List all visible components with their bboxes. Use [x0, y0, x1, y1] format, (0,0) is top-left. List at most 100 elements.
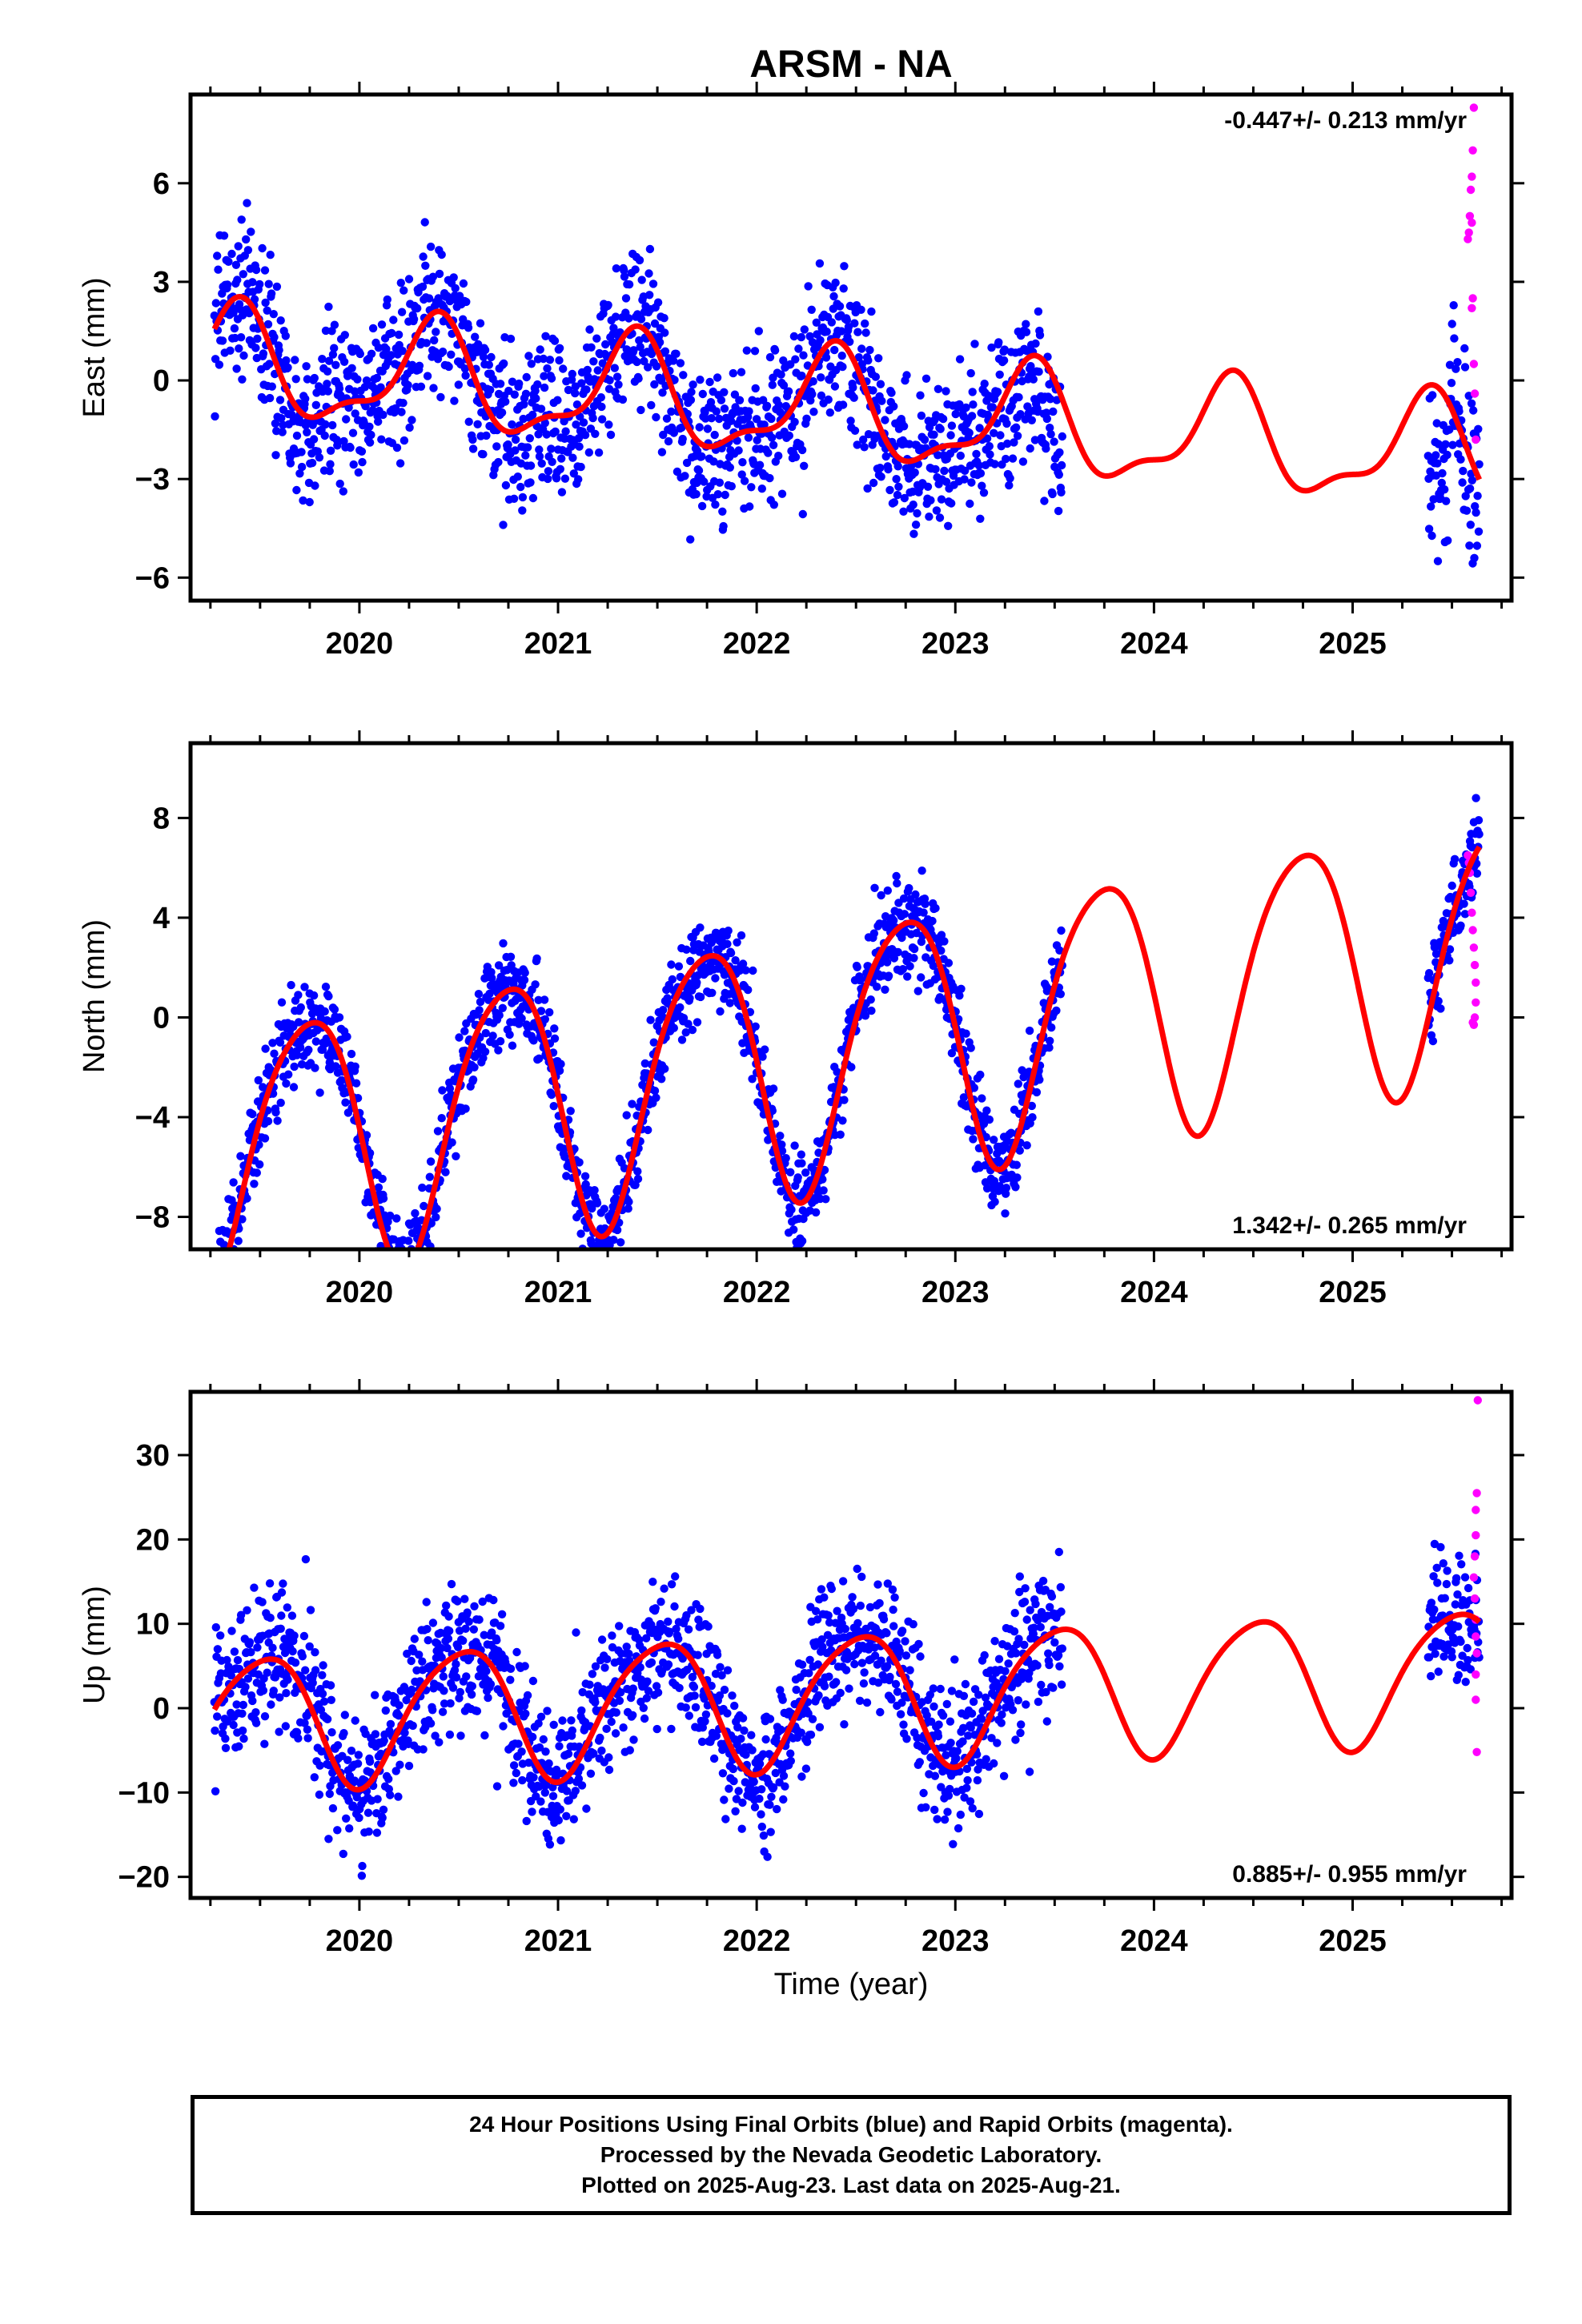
data-point	[779, 1771, 789, 1780]
data-point	[544, 474, 552, 484]
data-point	[883, 1579, 893, 1588]
data-point	[392, 1214, 401, 1223]
data-point	[800, 325, 809, 334]
data-point	[294, 1734, 303, 1743]
data-point	[223, 1281, 231, 1289]
data-point	[729, 368, 737, 378]
data-point	[383, 295, 391, 304]
data-point	[405, 423, 414, 432]
data-point	[757, 1822, 766, 1831]
data-point	[899, 507, 908, 516]
data-point	[300, 1719, 309, 1727]
data-point	[513, 472, 522, 481]
data-point	[653, 298, 663, 307]
data-point	[468, 1682, 476, 1691]
data-point	[247, 227, 255, 236]
data-point	[1030, 436, 1040, 444]
data-point	[969, 1697, 978, 1707]
data-point	[894, 482, 903, 491]
data-point	[411, 1208, 420, 1218]
data-point	[540, 995, 549, 1004]
data-point	[290, 1631, 299, 1640]
data-point	[720, 971, 729, 979]
data-point	[765, 1800, 774, 1809]
data-point	[682, 458, 692, 468]
data-point	[435, 269, 444, 279]
data-point	[363, 1808, 373, 1817]
data-point	[508, 377, 517, 386]
data-point	[535, 452, 544, 461]
data-point	[291, 375, 300, 384]
data-point	[214, 1258, 222, 1266]
data-point	[657, 448, 667, 456]
data-point	[555, 1066, 564, 1076]
data-point	[737, 1735, 745, 1743]
data-point	[305, 1642, 314, 1651]
data-point	[882, 958, 892, 967]
data-point	[1472, 794, 1480, 802]
data-point	[1048, 489, 1057, 499]
data-point	[932, 506, 942, 515]
data-point	[857, 1572, 866, 1582]
data-point	[440, 1687, 448, 1695]
data-point	[248, 1696, 257, 1706]
data-point	[535, 1743, 544, 1752]
data-point	[867, 1006, 876, 1015]
data-point	[335, 1013, 344, 1022]
x-tick-label: 2025	[1319, 627, 1387, 661]
data-point	[1034, 368, 1043, 376]
data-point	[545, 1840, 555, 1849]
data-point	[282, 1689, 291, 1698]
data-point	[437, 1653, 446, 1662]
data-point	[909, 501, 917, 509]
data-point	[726, 416, 736, 425]
data-point	[480, 1047, 490, 1056]
data-point	[1427, 502, 1435, 511]
data-point	[569, 469, 578, 478]
data-point	[1442, 497, 1451, 505]
data-point	[660, 314, 669, 323]
data-point	[637, 275, 646, 284]
data-point	[264, 279, 273, 288]
data-point	[1431, 451, 1440, 460]
data-point	[492, 442, 501, 451]
data-point	[697, 452, 706, 461]
data-point	[299, 496, 307, 505]
data-point	[518, 493, 528, 502]
data-point	[870, 1651, 880, 1660]
data-point	[1002, 419, 1011, 428]
data-point	[410, 1634, 419, 1643]
data-point	[535, 1054, 544, 1063]
data-point	[667, 1724, 676, 1734]
data-point	[678, 434, 687, 444]
data-point	[962, 1029, 970, 1038]
data-point	[239, 1700, 247, 1710]
data-point	[1443, 450, 1452, 460]
data-point	[480, 1731, 489, 1740]
data-point	[898, 965, 908, 974]
data-point	[998, 1710, 1006, 1719]
data-point	[860, 443, 869, 452]
data-point	[227, 1671, 235, 1680]
data-point	[255, 279, 264, 289]
data-point	[464, 324, 473, 332]
data-point	[252, 1168, 261, 1177]
data-point	[681, 1028, 690, 1037]
data-point	[808, 1715, 817, 1723]
data-point	[214, 1286, 222, 1294]
data-point	[596, 1269, 604, 1277]
data-point	[741, 966, 750, 975]
data-point	[480, 345, 490, 355]
data-point	[687, 388, 696, 396]
data-point	[396, 1289, 404, 1297]
data-point	[909, 529, 918, 538]
data-point	[1433, 557, 1443, 565]
data-point	[330, 344, 339, 352]
data-point	[696, 1604, 705, 1614]
data-point	[662, 414, 672, 423]
data-point	[1455, 407, 1464, 416]
data-point	[786, 1168, 795, 1177]
data-point	[211, 1622, 220, 1632]
data-point	[311, 400, 320, 409]
rapid-point	[1464, 228, 1473, 237]
